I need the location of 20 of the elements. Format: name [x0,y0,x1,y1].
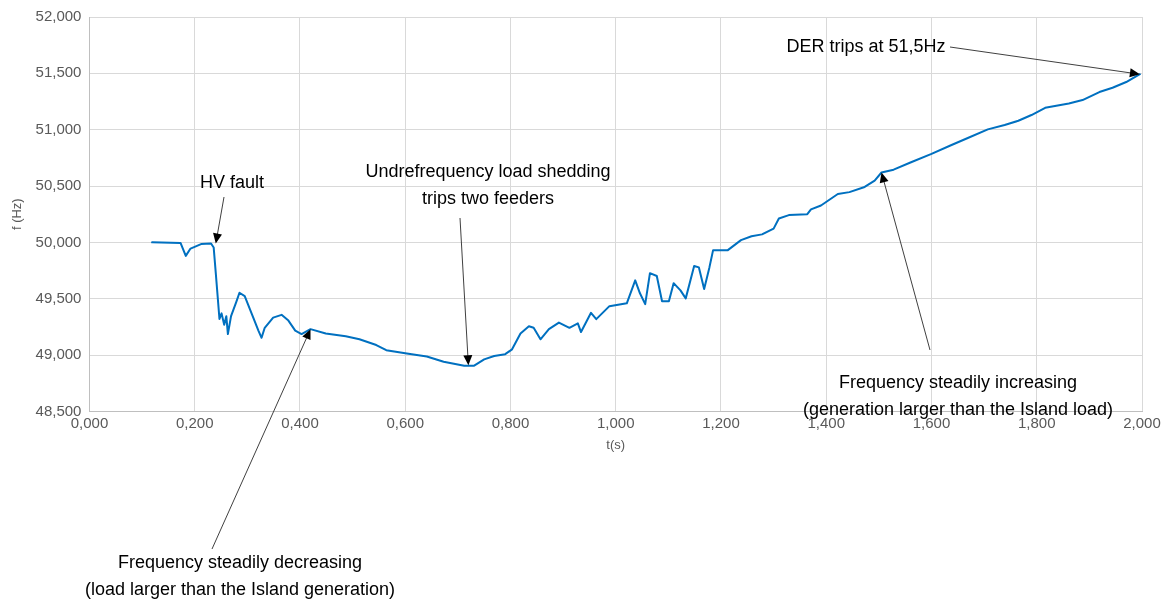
x-tick-label: 0,200 [175,413,214,431]
annotation: HV fault [199,171,265,192]
annotation: Undrefrequency load shedding trips two feeders [365,160,611,208]
y-axis-title: f (Hz) [9,198,25,231]
x-tick-label: 0,400 [281,413,319,431]
annotation: DER trips at 51,5Hz [786,35,946,56]
x-tick-label: 1,200 [702,413,740,431]
y-tick-label: 49,500 [35,288,82,306]
y-tick-label: 52,000 [35,7,82,25]
x-tick-label: 2,000 [1123,413,1161,431]
y-tick-label: 50,000 [35,232,82,250]
annotation: Frequency steadily decreasing (load larger than the Island generation) [84,551,396,599]
y-tick-label: 51,500 [35,63,82,81]
x-tick-label: 1,000 [596,413,635,431]
y-tick-label: 49,000 [35,345,82,363]
x-axis-title: t(s) [606,436,626,452]
y-tick-label: 51,000 [35,119,82,137]
x-tick-label: 0,800 [491,413,530,431]
y-tick-label: 50,500 [35,176,82,194]
x-tick-label: 0,600 [386,413,425,431]
